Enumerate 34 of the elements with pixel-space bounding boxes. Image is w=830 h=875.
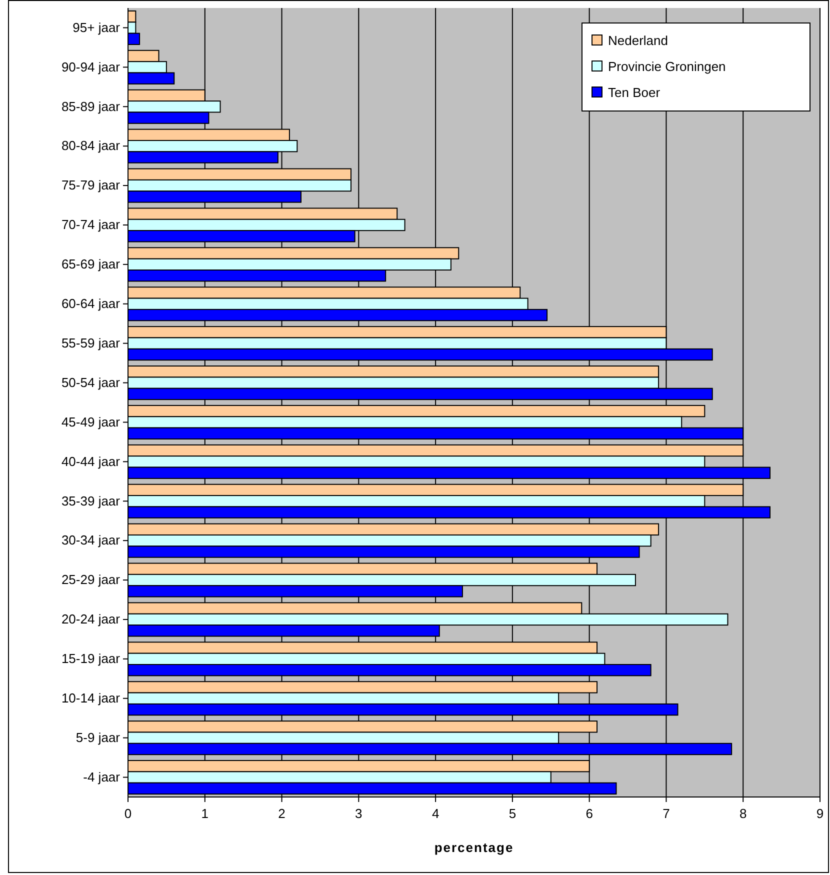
x-axis-title: percentage: [434, 840, 514, 855]
y-tick-label: 10-14 jaar: [61, 690, 121, 706]
y-tick-label: 25-29 jaar: [61, 572, 121, 588]
y-tick-label: 70-74 jaar: [61, 217, 121, 232]
x-tick-label: 3: [355, 806, 362, 821]
x-tick-label: 6: [586, 806, 593, 821]
x-tick-label: 7: [662, 806, 670, 821]
y-tick-label: 90-94 jaar: [61, 59, 121, 74]
y-tick-label: 80-84 jaar: [61, 138, 121, 154]
y-tick-label: 55-59 jaar: [61, 335, 121, 350]
y-tick-label: 95+ jaar: [72, 20, 121, 35]
y-tick-label: 85-89 jaar: [61, 98, 121, 114]
y-tick-label: 65-69 jaar: [61, 256, 121, 272]
legend-label: Nederland: [608, 33, 668, 48]
y-tick-label: 5-9 jaar: [76, 730, 121, 745]
y-tick-label: 75-79 jaar: [61, 178, 121, 193]
legend-label: Ten Boer: [608, 85, 661, 100]
y-tick-label: 20-24 jaar: [61, 612, 121, 627]
x-tick-label: 8: [739, 806, 747, 821]
x-tick-label: 2: [278, 806, 286, 821]
x-tick-label: 5: [508, 806, 516, 821]
x-tick-label: 1: [201, 806, 209, 821]
x-tick-label: 0: [124, 806, 132, 821]
y-tick-label: 40-44 jaar: [61, 454, 121, 469]
legend-label: Provincie Groningen: [608, 59, 726, 74]
y-tick-label: 30-34 jaar: [61, 532, 121, 548]
y-tick-label: 45-49 jaar: [61, 414, 121, 430]
y-tick-label: 50-54 jaar: [61, 374, 121, 390]
y-tick-label: 15-19 jaar: [61, 651, 121, 666]
x-tick-label: 9: [816, 806, 824, 821]
y-tick-label: -4 jaar: [83, 769, 121, 784]
x-tick-label: 4: [432, 806, 440, 821]
y-tick-label: 35-39 jaar: [61, 493, 121, 508]
y-tick-label: 60-64 jaar: [61, 296, 121, 312]
